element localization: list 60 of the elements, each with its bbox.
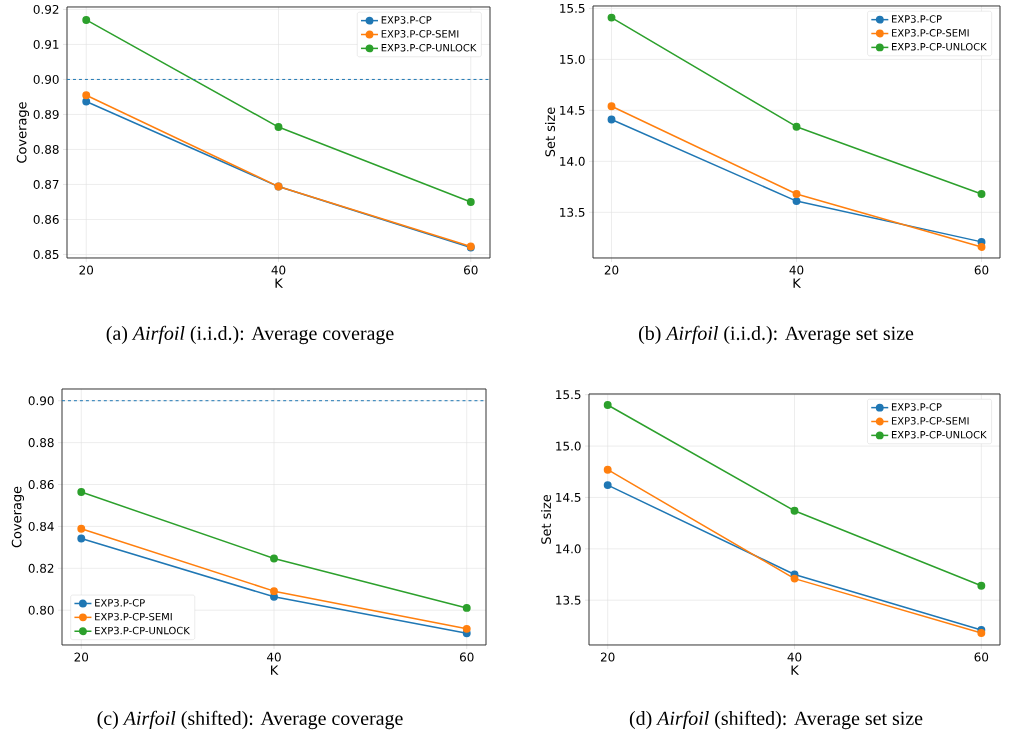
legend-label: EXP3.P-CP-UNLOCK	[95, 626, 191, 635]
y-axis-title: Set size	[545, 107, 556, 157]
y-tick-label: 0.88	[33, 144, 59, 154]
legend-label: EXP3.P-CP	[892, 15, 942, 23]
x-tick-label: 60	[974, 652, 989, 662]
legend-label: EXP3.P-CP-SEMI	[381, 30, 459, 38]
y-tick-label: 0.90	[33, 74, 59, 84]
legend-label: EXP3.P-CP-UNLOCK	[892, 42, 987, 51]
legend-label: EXP3.P-CP	[891, 403, 942, 411]
x-axis-title: K	[793, 278, 802, 288]
x-tick-label: 60	[464, 265, 478, 275]
x-tick-label: 60	[974, 265, 989, 275]
y-tick-label: 14.0	[560, 156, 585, 166]
y-tick-label: 0.86	[33, 214, 59, 224]
legend-label: EXP3.P-CP-UNLOCK	[891, 430, 987, 439]
y-tick-label: 14.5	[560, 105, 585, 115]
y-tick-label: 0.84	[28, 521, 54, 531]
y-tick-label: 15.0	[560, 54, 585, 64]
legend-label: EXP3.P-CP-SEMI	[892, 29, 969, 37]
legend-label: EXP3.P-CP-SEMI	[95, 612, 172, 621]
legend-label: EXP3.P-CP	[381, 16, 432, 24]
y-tick-label: 0.90	[28, 396, 54, 406]
y-tick-label: 0.87	[33, 179, 59, 189]
text: (a) Airfoil (i.i.d.): Average coverage	[106, 325, 394, 345]
x-tick-label: 40	[266, 652, 281, 662]
x-tick-label: 60	[459, 652, 474, 662]
y-tick-label: 13.5	[560, 207, 585, 217]
x-tick-label: 20	[74, 652, 89, 662]
y-tick-label: 14.5	[556, 493, 581, 502]
legend-label: EXP3.P-CP-SEMI	[891, 417, 969, 425]
y-tick-label: 0.91	[33, 39, 59, 49]
text: (d) Airfoil (shifted): Average set size	[629, 710, 923, 730]
y-axis-title: Coverage	[11, 486, 25, 548]
x-axis-title: K	[275, 278, 284, 288]
x-tick-label: 20	[604, 265, 619, 275]
y-tick-label: 14.0	[556, 544, 581, 554]
y-tick-label: 15.0	[556, 441, 581, 451]
x-tick-label: 40	[271, 265, 286, 275]
x-tick-label: 20	[79, 265, 94, 275]
x-tick-label: 40	[789, 265, 804, 275]
y-tick-label: 0.86	[28, 479, 54, 490]
y-axis-title: Set size	[541, 494, 552, 544]
x-axis-title: K	[791, 665, 800, 675]
text: (b) Airfoil (i.i.d.): Average set size	[639, 325, 914, 345]
x-axis-title: K	[271, 665, 279, 675]
y-tick-label: 0.82	[28, 563, 54, 573]
y-tick-label: 0.85	[33, 249, 59, 260]
y-tick-label: 13.5	[556, 595, 581, 605]
legend-label: EXP3.P-CP-UNLOCK	[381, 43, 477, 52]
y-axis-title: Coverage	[16, 102, 30, 163]
y-tick-label: 0.92	[33, 4, 59, 14]
y-tick-label: 15.5	[556, 390, 581, 400]
legend-label: EXP3.P-CP	[95, 599, 145, 607]
y-tick-label: 0.80	[28, 605, 54, 615]
y-tick-label: 15.5	[560, 3, 585, 13]
y-tick-label: 0.88	[28, 438, 54, 448]
x-tick-label: 40	[787, 652, 802, 662]
text: (c) Airfoil (shifted): Average coverage	[97, 710, 403, 730]
y-tick-label: 0.89	[33, 109, 59, 119]
x-tick-label: 20	[600, 652, 615, 662]
